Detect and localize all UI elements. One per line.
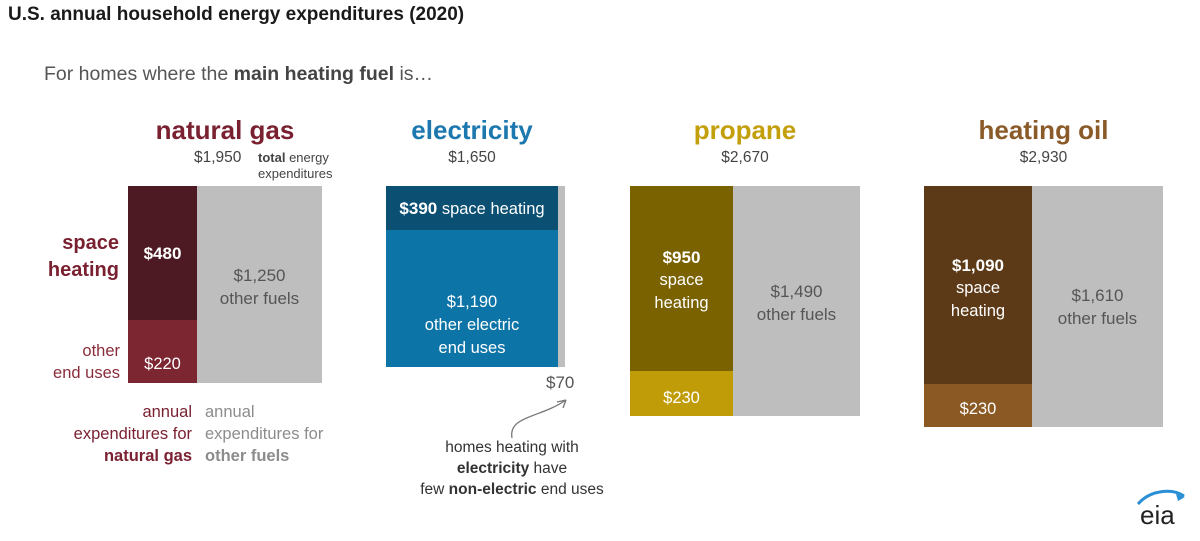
natural-gas-space-heating-segment xyxy=(128,186,197,320)
value-label-electricity-other-fuels: $70 xyxy=(546,373,575,392)
bar-propane: $950 space heating $230 $1,490 other fue… xyxy=(630,186,860,416)
value-label-propane-other-fuels: $1,490 other fuels xyxy=(756,282,837,324)
value-label-natural-gas-other-end-uses: $220 xyxy=(144,355,181,373)
heating-oil-space-heating-segment xyxy=(924,186,1032,384)
electricity-note: homes heating with electricity have few … xyxy=(420,439,604,498)
value-label-electricity-heating: $390 space heating xyxy=(399,199,545,218)
natural-gas-other-end-uses-segment xyxy=(128,320,197,383)
electricity-space-heating-segment xyxy=(386,186,558,230)
eia-logo-text: eia xyxy=(1140,500,1175,530)
electricity-other-end-uses-segment xyxy=(386,230,558,367)
propane-space-heating-segment xyxy=(630,186,733,371)
value-label-propane-other-end-uses: $230 xyxy=(663,389,700,407)
total-natural-gas: $1,950 xyxy=(194,149,242,166)
propane-other-fuels-segment xyxy=(733,186,860,416)
natural-gas-other-fuels-segment xyxy=(197,186,322,383)
propane-other-end-uses-segment xyxy=(630,371,733,416)
value-label-electricity-other-end-uses: $1,190 other electric end uses xyxy=(424,293,520,357)
total-electricity: $1,650 xyxy=(448,149,496,166)
value-label-natural-gas-heating: $480 xyxy=(143,244,182,263)
bar-natural-gas: $480 $220 $1,250 other fuels xyxy=(128,186,322,383)
value-label-propane-heating: $950 space heating xyxy=(654,248,709,312)
eia-logo: eia xyxy=(1132,486,1188,536)
total-propane: $2,670 xyxy=(721,149,769,166)
bar-electricity: $390 space heating $1,190 other electric… xyxy=(386,186,566,367)
fuel-name-heating-oil: heating oil xyxy=(978,115,1109,145)
callout-arrow xyxy=(511,399,567,439)
total-heating-oil: $2,930 xyxy=(1019,149,1068,166)
value-label-natural-gas-other-fuels: $1,250 other fuels xyxy=(219,266,300,308)
space-heating-side-label: space heating xyxy=(47,232,119,281)
value-label-heating-oil-other-end-uses: $230 xyxy=(959,400,997,418)
legend-natural-gas: annual expenditures for natural gas xyxy=(73,403,192,465)
eia-logo-swoosh-icon xyxy=(1136,489,1185,506)
chart-subtitle: For homes where the main heating fuel is… xyxy=(44,63,434,85)
heating-oil-other-end-uses-segment xyxy=(924,384,1032,427)
fuel-name-natural-gas: natural gas xyxy=(155,115,295,145)
fuel-name-electricity: electricity xyxy=(411,115,533,145)
electricity-other-fuels-segment xyxy=(558,186,565,367)
heating-oil-other-fuels-segment xyxy=(1032,186,1163,427)
other-end-uses-side-label: other end uses xyxy=(53,342,120,382)
bar-heating-oil: $1,090 space heating $230 $1,610 other f… xyxy=(924,186,1163,427)
value-label-heating-oil-other-fuels: $1,610 other fuels xyxy=(1057,286,1138,328)
value-label-heating-oil-heating: $1,090 space heating xyxy=(950,256,1006,320)
fuel-name-propane: propane xyxy=(693,115,797,145)
legend-other-fuels: annual expenditures for other fuels xyxy=(205,403,324,465)
chart-title: U.S. annual household energy expenditure… xyxy=(8,4,465,25)
total-note: total energy expenditures xyxy=(258,150,333,181)
